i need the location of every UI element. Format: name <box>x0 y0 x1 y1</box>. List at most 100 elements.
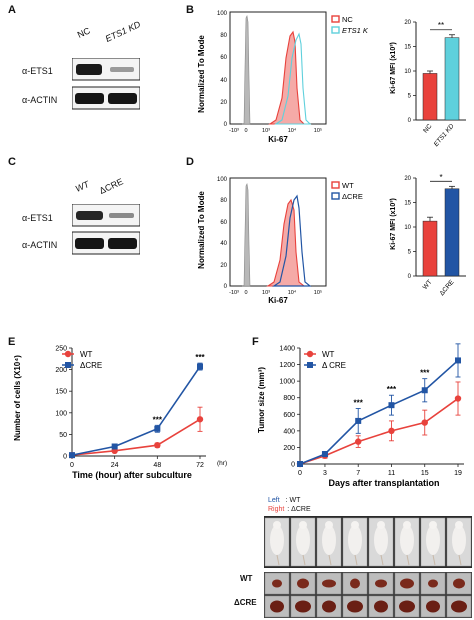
panel-d-legend-wt-swatch <box>331 181 340 189</box>
panel-d-legend-dcre: ΔCRE <box>342 192 363 201</box>
panel-b-bar-ytick-label: 0 <box>408 118 412 124</box>
panel-d-bar-ytick-label: 10 <box>404 225 411 231</box>
caption-right-word: Right <box>268 506 285 513</box>
panel-f-ytick-label: 1200 <box>279 362 295 369</box>
panel-f-ylabel: Tumor size (mm³) <box>257 367 266 433</box>
panel-d-legend-wt: WT <box>342 181 354 190</box>
panel-e-legend-wt: WT <box>80 350 93 359</box>
panel-f-point <box>388 402 395 409</box>
panel-f-point <box>421 419 428 426</box>
panel-c-lane-wt: WT <box>73 179 91 194</box>
mouse-tail <box>354 554 358 566</box>
panel-f-xtick-label: 3 <box>323 470 327 477</box>
panel-d-ytick: 100 <box>217 177 228 183</box>
panel-b-xtick: 0 <box>244 128 247 134</box>
panel-d-xtick: -10³ <box>229 290 239 296</box>
panel-b-ytick: 60 <box>220 55 227 61</box>
panel-d-ytick: 60 <box>220 220 227 226</box>
panel-e-sig-label: *** <box>195 353 205 362</box>
panel-d-bar-category-label: WT <box>422 279 434 291</box>
panel-d-bar-category-label: ΔCRE <box>439 278 456 297</box>
panel-f-xtick-label: 7 <box>356 470 360 477</box>
panel-b-bar-sig-label: ** <box>438 21 444 30</box>
panel-f-label: F <box>252 336 259 348</box>
panel-d-xtick: 0 <box>244 290 247 296</box>
panel-e-legend-dcre-marker <box>65 362 71 368</box>
panel-f-series-line-2 <box>299 359 459 465</box>
panel-d-bar-ytick-label: 0 <box>408 274 412 280</box>
panel-b-xtick: 10³ <box>262 128 270 134</box>
panel-e-series-line-1 <box>71 418 201 456</box>
mouse-head <box>325 521 333 529</box>
panel-a-western-blot <box>72 58 140 110</box>
panel-f-ytick-label: 200 <box>283 445 295 452</box>
panel-b-xtick: 10⁵ <box>314 127 322 134</box>
panel-a-label: A <box>8 4 16 16</box>
panel-e-ytick-label: 250 <box>55 346 67 353</box>
panel-d-label: D <box>186 156 194 168</box>
mouse-body <box>374 525 388 555</box>
panel-e-ytick-label: 150 <box>55 389 67 396</box>
panel-e-unit: (hr) <box>217 460 227 467</box>
panel-f-mice-photo <box>264 516 472 568</box>
tumor-wt <box>272 579 282 588</box>
panel-b-hist-xlabel: Ki-67 <box>268 135 288 144</box>
panel-f-legend-dcre-marker <box>307 362 313 368</box>
panel-d-hist-ylabel: Normalized To Mode <box>197 191 206 269</box>
panel-f-legend-dcre: Δ CRE <box>322 361 346 370</box>
mouse-body <box>400 525 414 555</box>
tumor-wt <box>400 578 414 589</box>
panel-b-kd-peak <box>274 32 312 125</box>
panel-e-line-chart: Number of cells (X10⁴) Time (hour) after… <box>13 346 227 481</box>
mouse-tail <box>432 554 436 566</box>
panel-f-ytick-label: 1400 <box>279 346 295 353</box>
panel-f-photo-caption-right: Right : ΔCRE <box>268 506 311 513</box>
panel-b-isotype-peak <box>242 15 251 125</box>
panel-f-legend-wt-marker <box>306 350 314 358</box>
panel-f-ytick-label: 0 <box>291 462 295 469</box>
panel-f-sig-label: *** <box>387 385 397 394</box>
panel-f-sig-label: *** <box>354 398 364 407</box>
panel-d-bar-ylabel: Ki-67 MFI (x10³) <box>390 198 397 250</box>
panel-c-western-blot <box>72 204 140 255</box>
tumor-dcre <box>295 600 311 613</box>
panel-d-wt-peak <box>266 198 306 287</box>
panel-a-lane-nc: NC <box>75 25 92 40</box>
panel-e-legend-wt-marker <box>64 350 72 358</box>
panel-d-ytick: 40 <box>220 241 227 247</box>
panel-b-bar-ytick-label: 15 <box>404 45 411 51</box>
panel-b-histogram: Normalized To Mode 0 20 40 60 80 100 -10… <box>197 11 368 144</box>
tumor-dcre <box>270 600 284 613</box>
tumor-dcre <box>451 600 467 613</box>
panel-e-point <box>111 443 118 450</box>
panel-d-legend-dcre-swatch <box>331 192 340 200</box>
panel-e-xtick-label: 0 <box>70 462 74 469</box>
panel-b-bar-ytick-label: 20 <box>404 20 411 26</box>
panel-b-xtick: 10⁴ <box>288 127 297 134</box>
panel-b-bar-category-label: NC <box>422 123 434 135</box>
panel-f-ytick-label: 800 <box>283 395 295 402</box>
caption-right-value: : ΔCRE <box>287 506 311 513</box>
panel-f-legend-wt: WT <box>322 350 335 359</box>
mouse-tail <box>406 554 410 566</box>
caption-left-value: : WT <box>285 497 301 504</box>
mouse-tail <box>328 554 332 566</box>
panel-f-point <box>454 395 462 402</box>
panel-d-ytick: 80 <box>220 198 227 204</box>
panel-e-xtick-label: 24 <box>111 462 119 469</box>
panel-f-ytick-label: 1000 <box>279 379 295 386</box>
panel-e-point <box>69 452 75 459</box>
panel-b-ytick: 40 <box>220 78 227 84</box>
panel-e-xlabel: Time (hour) after subculture <box>72 470 192 480</box>
panel-b-legend-nc-swatch <box>331 15 340 23</box>
mouse-head <box>377 521 385 529</box>
panel-c-band-ets1-label: α-ETS1 <box>22 213 53 223</box>
panel-d-isotype-peak <box>242 183 251 287</box>
mouse-body <box>322 525 336 555</box>
tumor-wt <box>297 578 309 589</box>
panel-c-lane-dcre: ΔCRE <box>97 176 125 196</box>
panel-f-point <box>388 427 395 435</box>
panel-f-point <box>355 417 362 424</box>
mouse-body <box>452 525 466 555</box>
panel-d-xtick: 10³ <box>262 290 270 296</box>
